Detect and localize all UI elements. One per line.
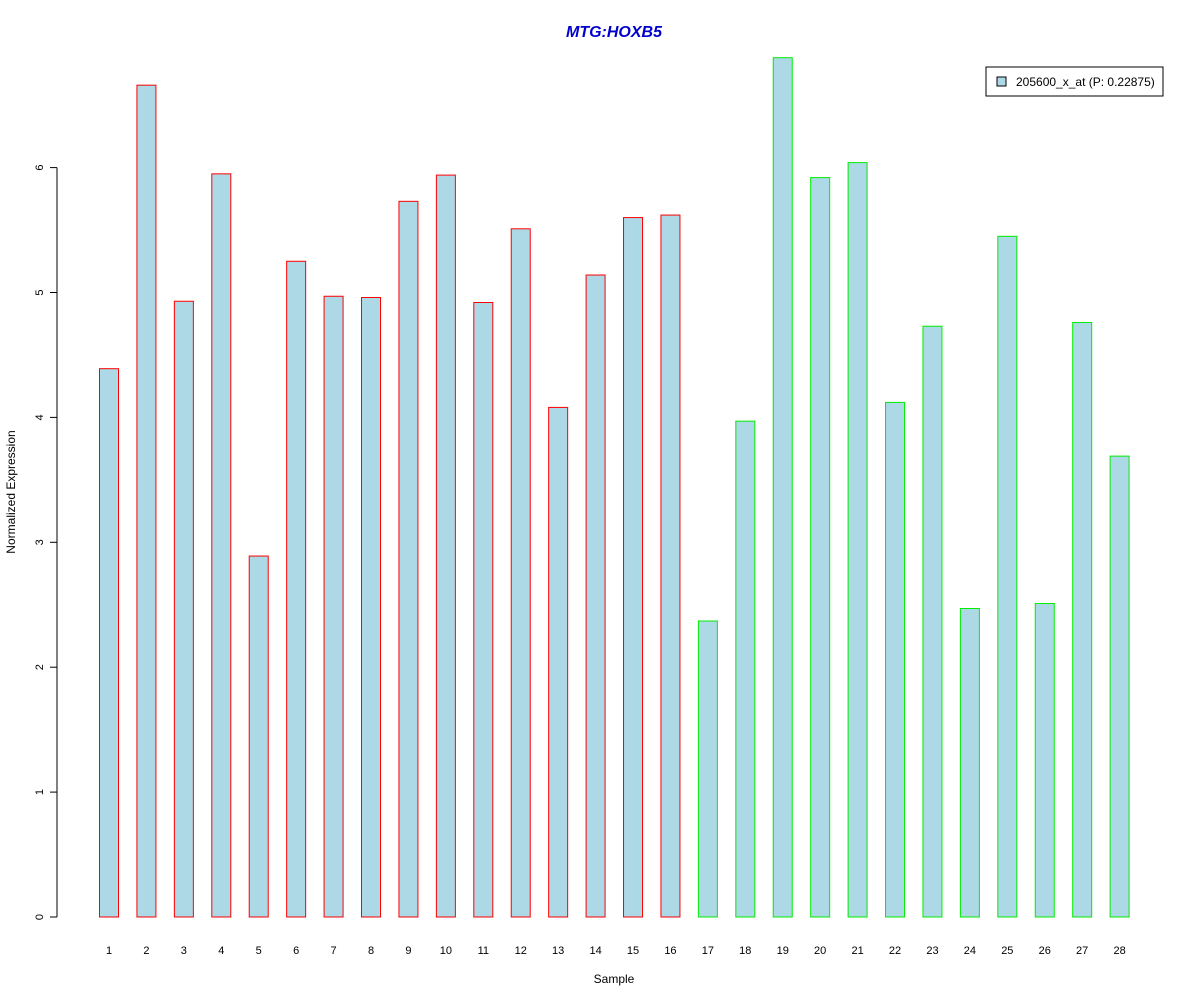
y-tick-label: 6	[34, 165, 46, 171]
x-tick-label: 17	[702, 945, 714, 957]
bar-sample-18	[735, 420, 756, 918]
y-tick-label: 1	[34, 789, 46, 795]
legend-label: 205600_x_at (P: 0.22875)	[1016, 75, 1155, 89]
bar-sample-26	[1034, 603, 1055, 918]
bar-sample-12	[510, 228, 531, 918]
x-tick-label: 25	[1001, 945, 1013, 957]
bar-sample-20	[810, 177, 831, 918]
bar-sample-25	[997, 235, 1018, 918]
x-tick-label: 1	[106, 945, 112, 957]
x-tick-label: 14	[589, 945, 601, 957]
bar-sample-4	[211, 173, 232, 918]
x-tick-label: 6	[293, 945, 299, 957]
x-tick-label: 22	[889, 945, 901, 957]
x-tick-label: 27	[1076, 945, 1088, 957]
bar-sample-7	[323, 295, 344, 918]
bars	[99, 57, 1130, 918]
bar-sample-9	[398, 200, 419, 918]
legend-swatch	[996, 76, 1007, 87]
bar-sample-21	[847, 162, 868, 918]
x-tick-label: 8	[368, 945, 374, 957]
y-tick-label: 0	[34, 914, 46, 920]
x-tick-label: 18	[739, 945, 751, 957]
y-tick-label: 2	[34, 664, 46, 670]
x-tick-label: 16	[664, 945, 676, 957]
x-tick-label: 9	[405, 945, 411, 957]
x-tick-labels: 1 2 3 4 5 6 7 8 9 10 11 12 13 14 15 16 17 18 19 20 21 22 23 24 2…	[106, 945, 1126, 957]
bar-sample-24	[959, 607, 980, 918]
x-tick-label: 2	[143, 945, 149, 957]
bar-sample-23	[922, 325, 943, 918]
bar-sample-28	[1109, 455, 1130, 918]
x-tick-label: 21	[851, 945, 863, 957]
x-tick-label: 20	[814, 945, 826, 957]
bar-sample-8	[361, 296, 382, 918]
bar-sample-13	[548, 406, 569, 918]
bar-sample-22	[885, 401, 906, 918]
x-tick-label: 24	[964, 945, 976, 957]
y-tick-label: 3	[34, 539, 46, 545]
bar-sample-19	[772, 57, 793, 918]
x-tick-label: 26	[1039, 945, 1051, 957]
x-tick-label: 10	[440, 945, 452, 957]
x-tick-label: 4	[218, 945, 224, 957]
bar-sample-2	[136, 84, 157, 918]
y-tick-label: 5	[34, 289, 46, 295]
y-axis: 0 1 2 3 4 5 6	[34, 165, 58, 920]
bar-sample-3	[173, 300, 194, 918]
bar-sample-27	[1072, 321, 1093, 918]
x-tick-label: 15	[627, 945, 639, 957]
bar-sample-15	[623, 217, 644, 918]
x-tick-label: 5	[256, 945, 262, 957]
bar-sample-17	[697, 620, 718, 918]
x-tick-label: 11	[478, 945, 489, 957]
x-tick-label: 28	[1113, 945, 1125, 957]
bar-sample-6	[286, 260, 307, 918]
x-axis-title: Sample	[594, 972, 635, 986]
x-tick-label: 12	[515, 945, 527, 957]
bar-sample-5	[248, 555, 269, 918]
bar-sample-11	[473, 301, 494, 918]
bar-sample-10	[435, 174, 456, 918]
x-tick-label: 3	[181, 945, 187, 957]
legend: 205600_x_at (P: 0.22875)	[985, 66, 1164, 97]
x-tick-label: 19	[777, 945, 789, 957]
chart-title: MTG:HOXB5	[566, 24, 663, 41]
y-axis-title: Normalized Expression	[4, 430, 18, 553]
y-tick-label: 4	[34, 414, 46, 420]
legend-box	[985, 66, 1164, 97]
bar-sample-14	[585, 274, 606, 918]
x-tick-label: 23	[926, 945, 938, 957]
x-tick-label: 7	[331, 945, 337, 957]
x-tick-label: 13	[552, 945, 564, 957]
bar-sample-1	[99, 368, 119, 918]
bar-sample-16	[660, 214, 681, 918]
